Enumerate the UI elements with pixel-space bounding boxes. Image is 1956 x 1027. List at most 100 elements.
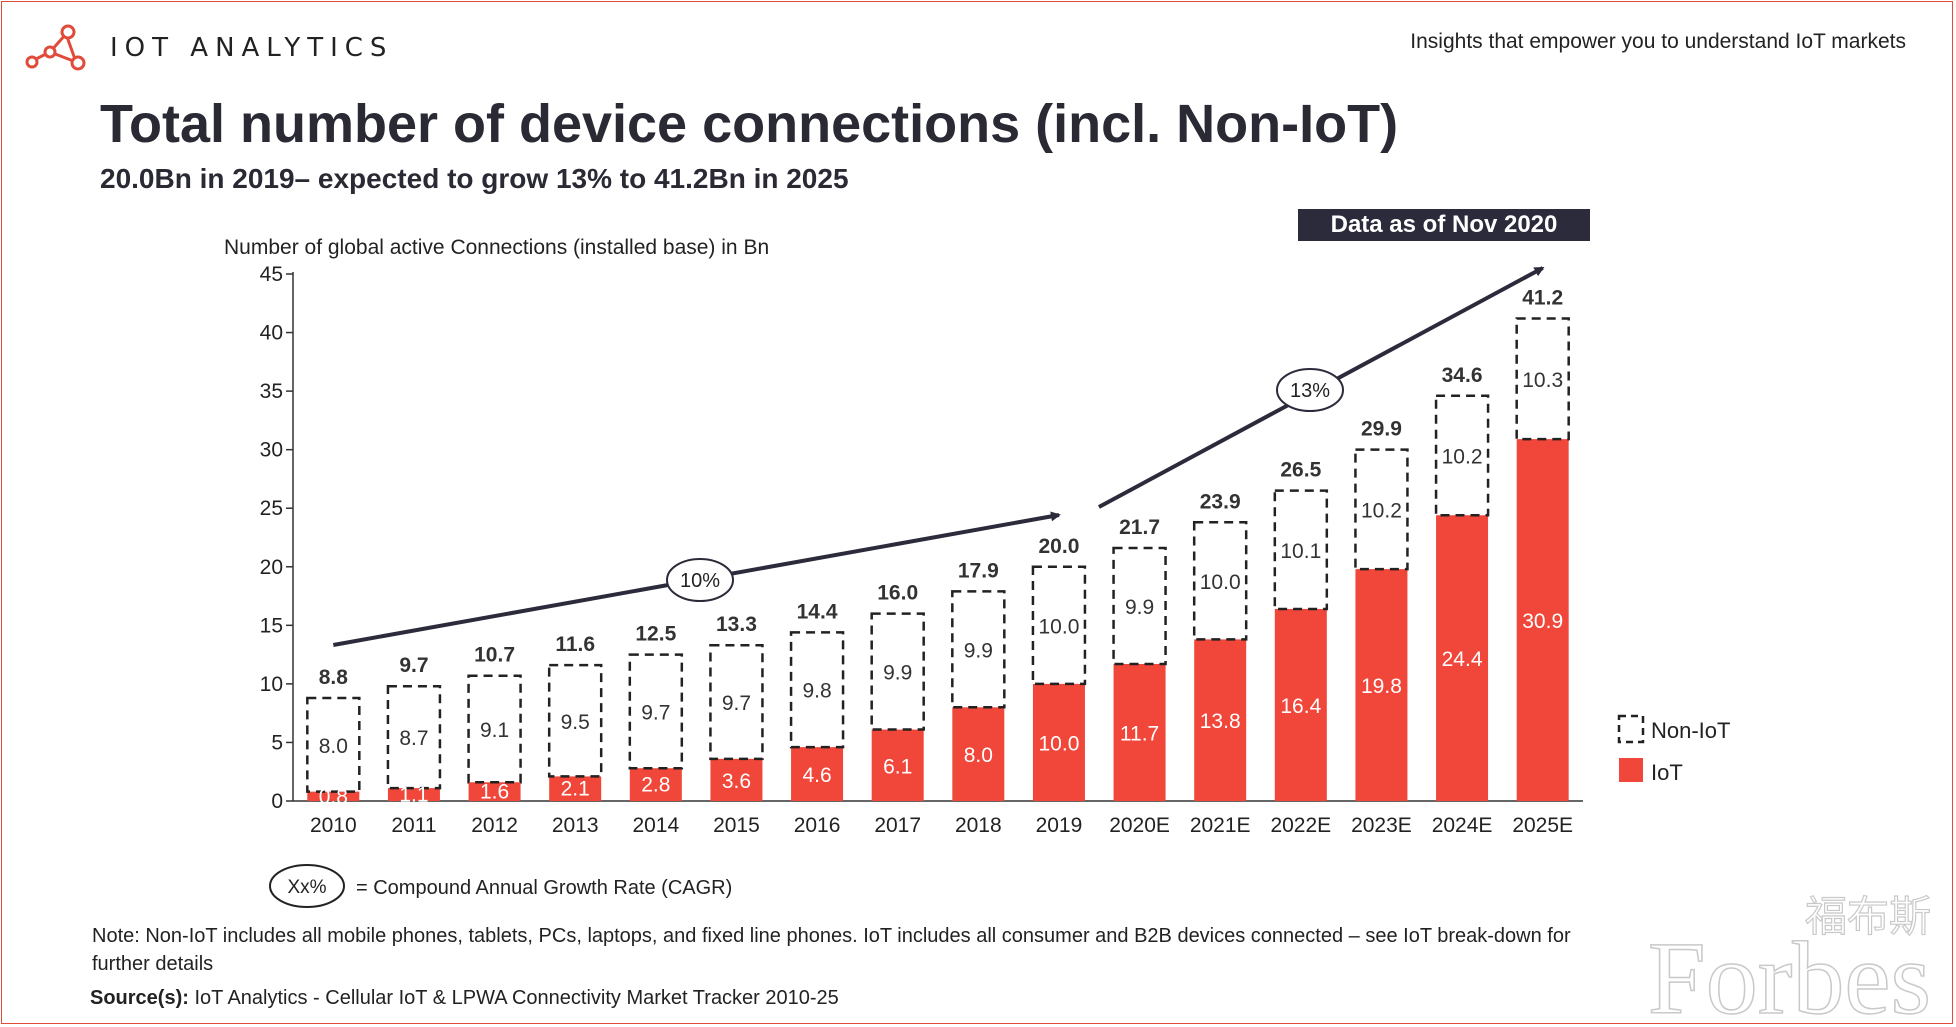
non-iot-value-label: 10.2: [1361, 499, 1402, 522]
legend-iot-swatch: [1619, 758, 1643, 782]
source-line: Source(s): IoT Analytics - Cellular IoT …: [90, 987, 839, 1010]
iot-value-label: 8.0: [964, 744, 993, 767]
iot-value-label: 19.8: [1361, 675, 1402, 698]
bar-non-iot: [386, 684, 442, 790]
y-tick-label: 0: [271, 790, 283, 813]
cagr-legend-text: = Compound Annual Growth Rate (CAGR): [356, 877, 732, 899]
iot-analytics-logo-icon: [25, 24, 86, 71]
iot-value-label: 6.1: [883, 755, 912, 778]
iot-value-label: 16.4: [1280, 695, 1321, 718]
x-tick-label: 2024E: [1432, 814, 1493, 837]
data-date-badge: Data as of Nov 2020: [1298, 209, 1590, 241]
total-value-label: 26.5: [1280, 459, 1321, 482]
total-value-label: 8.8: [319, 666, 349, 689]
bar-iot: [1113, 663, 1166, 801]
bar-iot: [1436, 515, 1489, 801]
x-tick-label: 2018: [955, 814, 1002, 837]
bar-iot: [1032, 683, 1085, 801]
y-tick-label: 10: [260, 673, 283, 696]
cagr-bubble-label: 13%: [1290, 380, 1330, 402]
bar-non-iot: [306, 696, 361, 793]
page-title: Total number of device connections (incl…: [100, 94, 1399, 154]
legend-non-iot-swatch: [1617, 714, 1645, 744]
bar-non-iot: [870, 612, 925, 731]
y-tick-label: 30: [260, 439, 283, 462]
bar-non-iot: [547, 663, 603, 778]
x-tick-label: 2015: [713, 814, 760, 837]
x-tick-label: 2023E: [1351, 814, 1412, 837]
forbes-watermark: 福布斯 Forbes: [1647, 891, 1932, 1021]
total-value-label: 17.9: [958, 559, 999, 582]
bar-non-iot: [1273, 489, 1329, 611]
bar-non-iot: [628, 653, 684, 770]
total-value-label: 12.5: [635, 623, 676, 646]
iot-value-label: 1.6: [480, 781, 509, 804]
y-tick-label: 45: [260, 263, 283, 286]
iot-value-label: 1.1: [399, 784, 428, 807]
non-iot-value-label: 10.1: [1280, 540, 1321, 563]
non-iot-value-label: 8.7: [399, 727, 428, 750]
cagr-bubble-label: 10%: [680, 570, 720, 592]
x-tick-label: 2013: [552, 814, 599, 837]
iot-value-label: 3.6: [722, 770, 751, 793]
y-tick-label: 15: [260, 614, 283, 637]
source-label: Source(s):: [90, 987, 189, 1009]
non-iot-value-label: 9.8: [802, 680, 831, 703]
bar-non-iot: [1515, 317, 1570, 441]
bar-iot: [387, 788, 440, 801]
total-value-label: 41.2: [1522, 287, 1563, 310]
bar-non-iot: [1031, 565, 1087, 686]
x-tick-label: 2010: [310, 814, 357, 837]
iot-value-label: 2.1: [561, 778, 590, 801]
iot-value-label: 13.8: [1200, 710, 1241, 733]
total-value-label: 21.7: [1119, 516, 1160, 539]
bar-iot: [1516, 439, 1569, 801]
y-tick-label: 20: [260, 556, 283, 579]
x-tick-label: 2012: [471, 814, 518, 837]
iot-value-label: 4.6: [802, 764, 831, 787]
non-iot-value-label: 10.0: [1200, 571, 1241, 594]
total-value-label: 13.3: [716, 613, 757, 636]
bar-iot: [1194, 639, 1247, 801]
total-value-label: 29.9: [1361, 418, 1402, 441]
non-iot-value-label: 9.9: [883, 662, 912, 685]
brand-name: IOT ANALYTICS: [110, 33, 394, 63]
y-tick-label: 35: [260, 380, 283, 403]
x-tick-label: 2025E: [1512, 814, 1573, 837]
x-tick-label: 2017: [874, 814, 921, 837]
x-tick-label: 2019: [1036, 814, 1083, 837]
y-tick-label: 40: [260, 322, 283, 345]
total-value-label: 16.0: [877, 582, 918, 605]
bar-non-iot: [1354, 448, 1409, 571]
non-iot-value-label: 9.7: [641, 701, 670, 724]
bar-iot: [791, 747, 844, 801]
cagr-legend-symbol: Xx%: [287, 877, 326, 898]
cagr-bubble: [1276, 368, 1344, 412]
x-tick-label: 2021E: [1190, 814, 1251, 837]
non-iot-value-label: 10.2: [1442, 446, 1483, 469]
bar-non-iot: [789, 631, 845, 749]
bar-iot: [468, 782, 521, 801]
non-iot-value-label: 9.7: [722, 692, 751, 715]
non-iot-value-label: 10.3: [1522, 369, 1563, 392]
iot-value-label: 11.7: [1120, 722, 1159, 745]
total-value-label: 9.7: [399, 654, 428, 677]
bar-iot: [549, 776, 602, 801]
bar-iot: [307, 791, 360, 801]
footnote: Note: Non-IoT includes all mobile phones…: [92, 925, 1571, 975]
bar-non-iot: [467, 674, 522, 784]
non-iot-value-label: 9.1: [480, 719, 509, 742]
bar-iot: [1274, 608, 1327, 801]
bar-iot: [1355, 569, 1408, 801]
tagline: Insights that empower you to understand …: [1410, 30, 1906, 53]
x-tick-label: 2014: [632, 814, 679, 837]
total-value-label: 23.9: [1200, 490, 1241, 513]
y-axis-label: Number of global active Connections (ins…: [224, 236, 769, 259]
x-tick-label: 2016: [794, 814, 841, 837]
iot-value-label: 24.4: [1442, 648, 1483, 671]
non-iot-value-label: 9.5: [561, 711, 590, 734]
source-text: IoT Analytics - Cellular IoT & LPWA Conn…: [188, 987, 839, 1009]
legend-non-iot-label: Non-IoT: [1651, 718, 1730, 743]
